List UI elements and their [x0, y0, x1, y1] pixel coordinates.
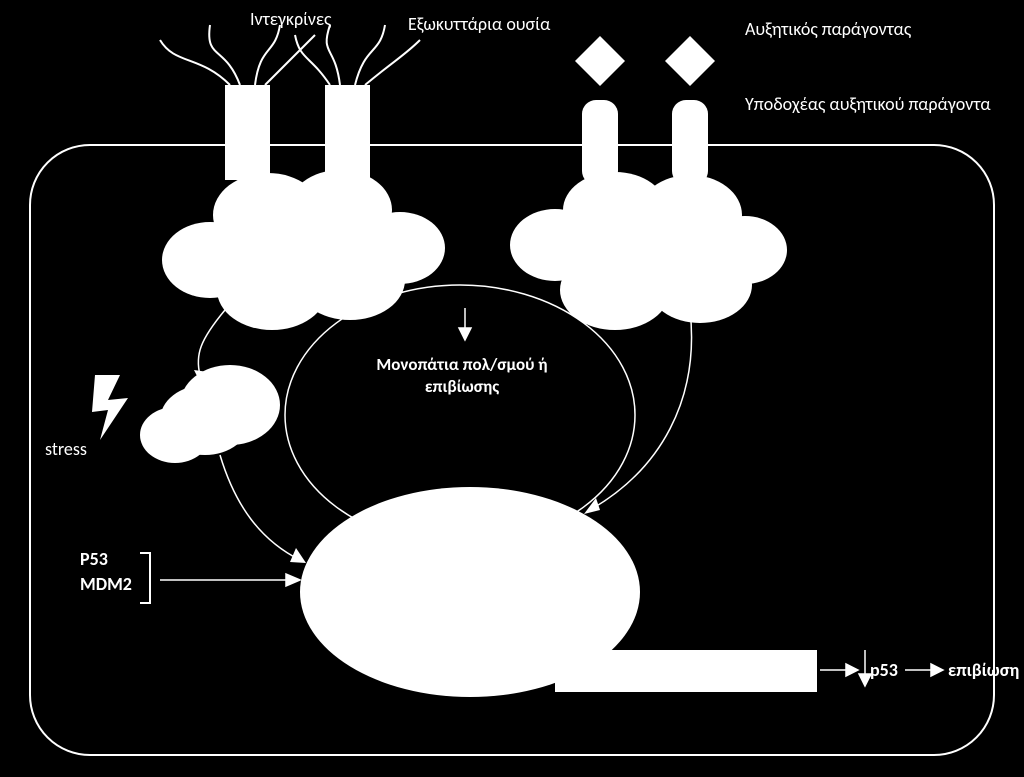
arrow-rightcloud-to-nucleus: [590, 310, 692, 510]
signaling-cloud-left: [162, 170, 445, 330]
label-p53: P53: [80, 548, 108, 570]
arrow-into-pathways: [459, 308, 471, 340]
nucleus: [300, 487, 817, 697]
lightning-icon: [92, 375, 128, 440]
arrow-stress-to-nucleus: [220, 455, 300, 560]
arrow-p53mdm2-to-nucleus: [160, 574, 300, 586]
label-growth-factor: Αυξητικός παράγοντας: [745, 18, 912, 40]
label-stress: stress: [45, 438, 87, 460]
label-growth-factor-receptor: Υποδοχέας αυξητικού παράγοντα: [745, 93, 991, 115]
label-pathways-line2: επιβίωσης: [425, 376, 499, 397]
label-p53-lower: p53: [870, 659, 898, 681]
arrow-nucleus-to-p53: [820, 664, 858, 676]
label-survival: επιβίωση: [948, 659, 1019, 681]
label-pathways-line1: Μονοπάτια πολ/σμού ή: [376, 354, 547, 375]
integrin-group: [160, 25, 420, 180]
label-integrins: Ιντεγκρίνες: [250, 8, 332, 30]
p53-mdm2-bracket: [140, 553, 150, 603]
label-mdm2: MDM2: [80, 573, 132, 595]
arrow-p53-to-survival: [905, 664, 943, 676]
integrin-1: [160, 25, 315, 180]
arrow-leftcloud-to-stress: [198, 310, 225, 375]
signaling-cloud-right: [510, 172, 787, 330]
integrin-2: [295, 25, 420, 180]
cell-signaling-diagram: Ιντεγκρίνες Εξωκυττάρια ουσία Αυξητικός …: [0, 0, 1024, 777]
label-ecm: Εξωκυττάρια ουσία: [408, 13, 551, 35]
stress-organelle: [140, 365, 280, 463]
